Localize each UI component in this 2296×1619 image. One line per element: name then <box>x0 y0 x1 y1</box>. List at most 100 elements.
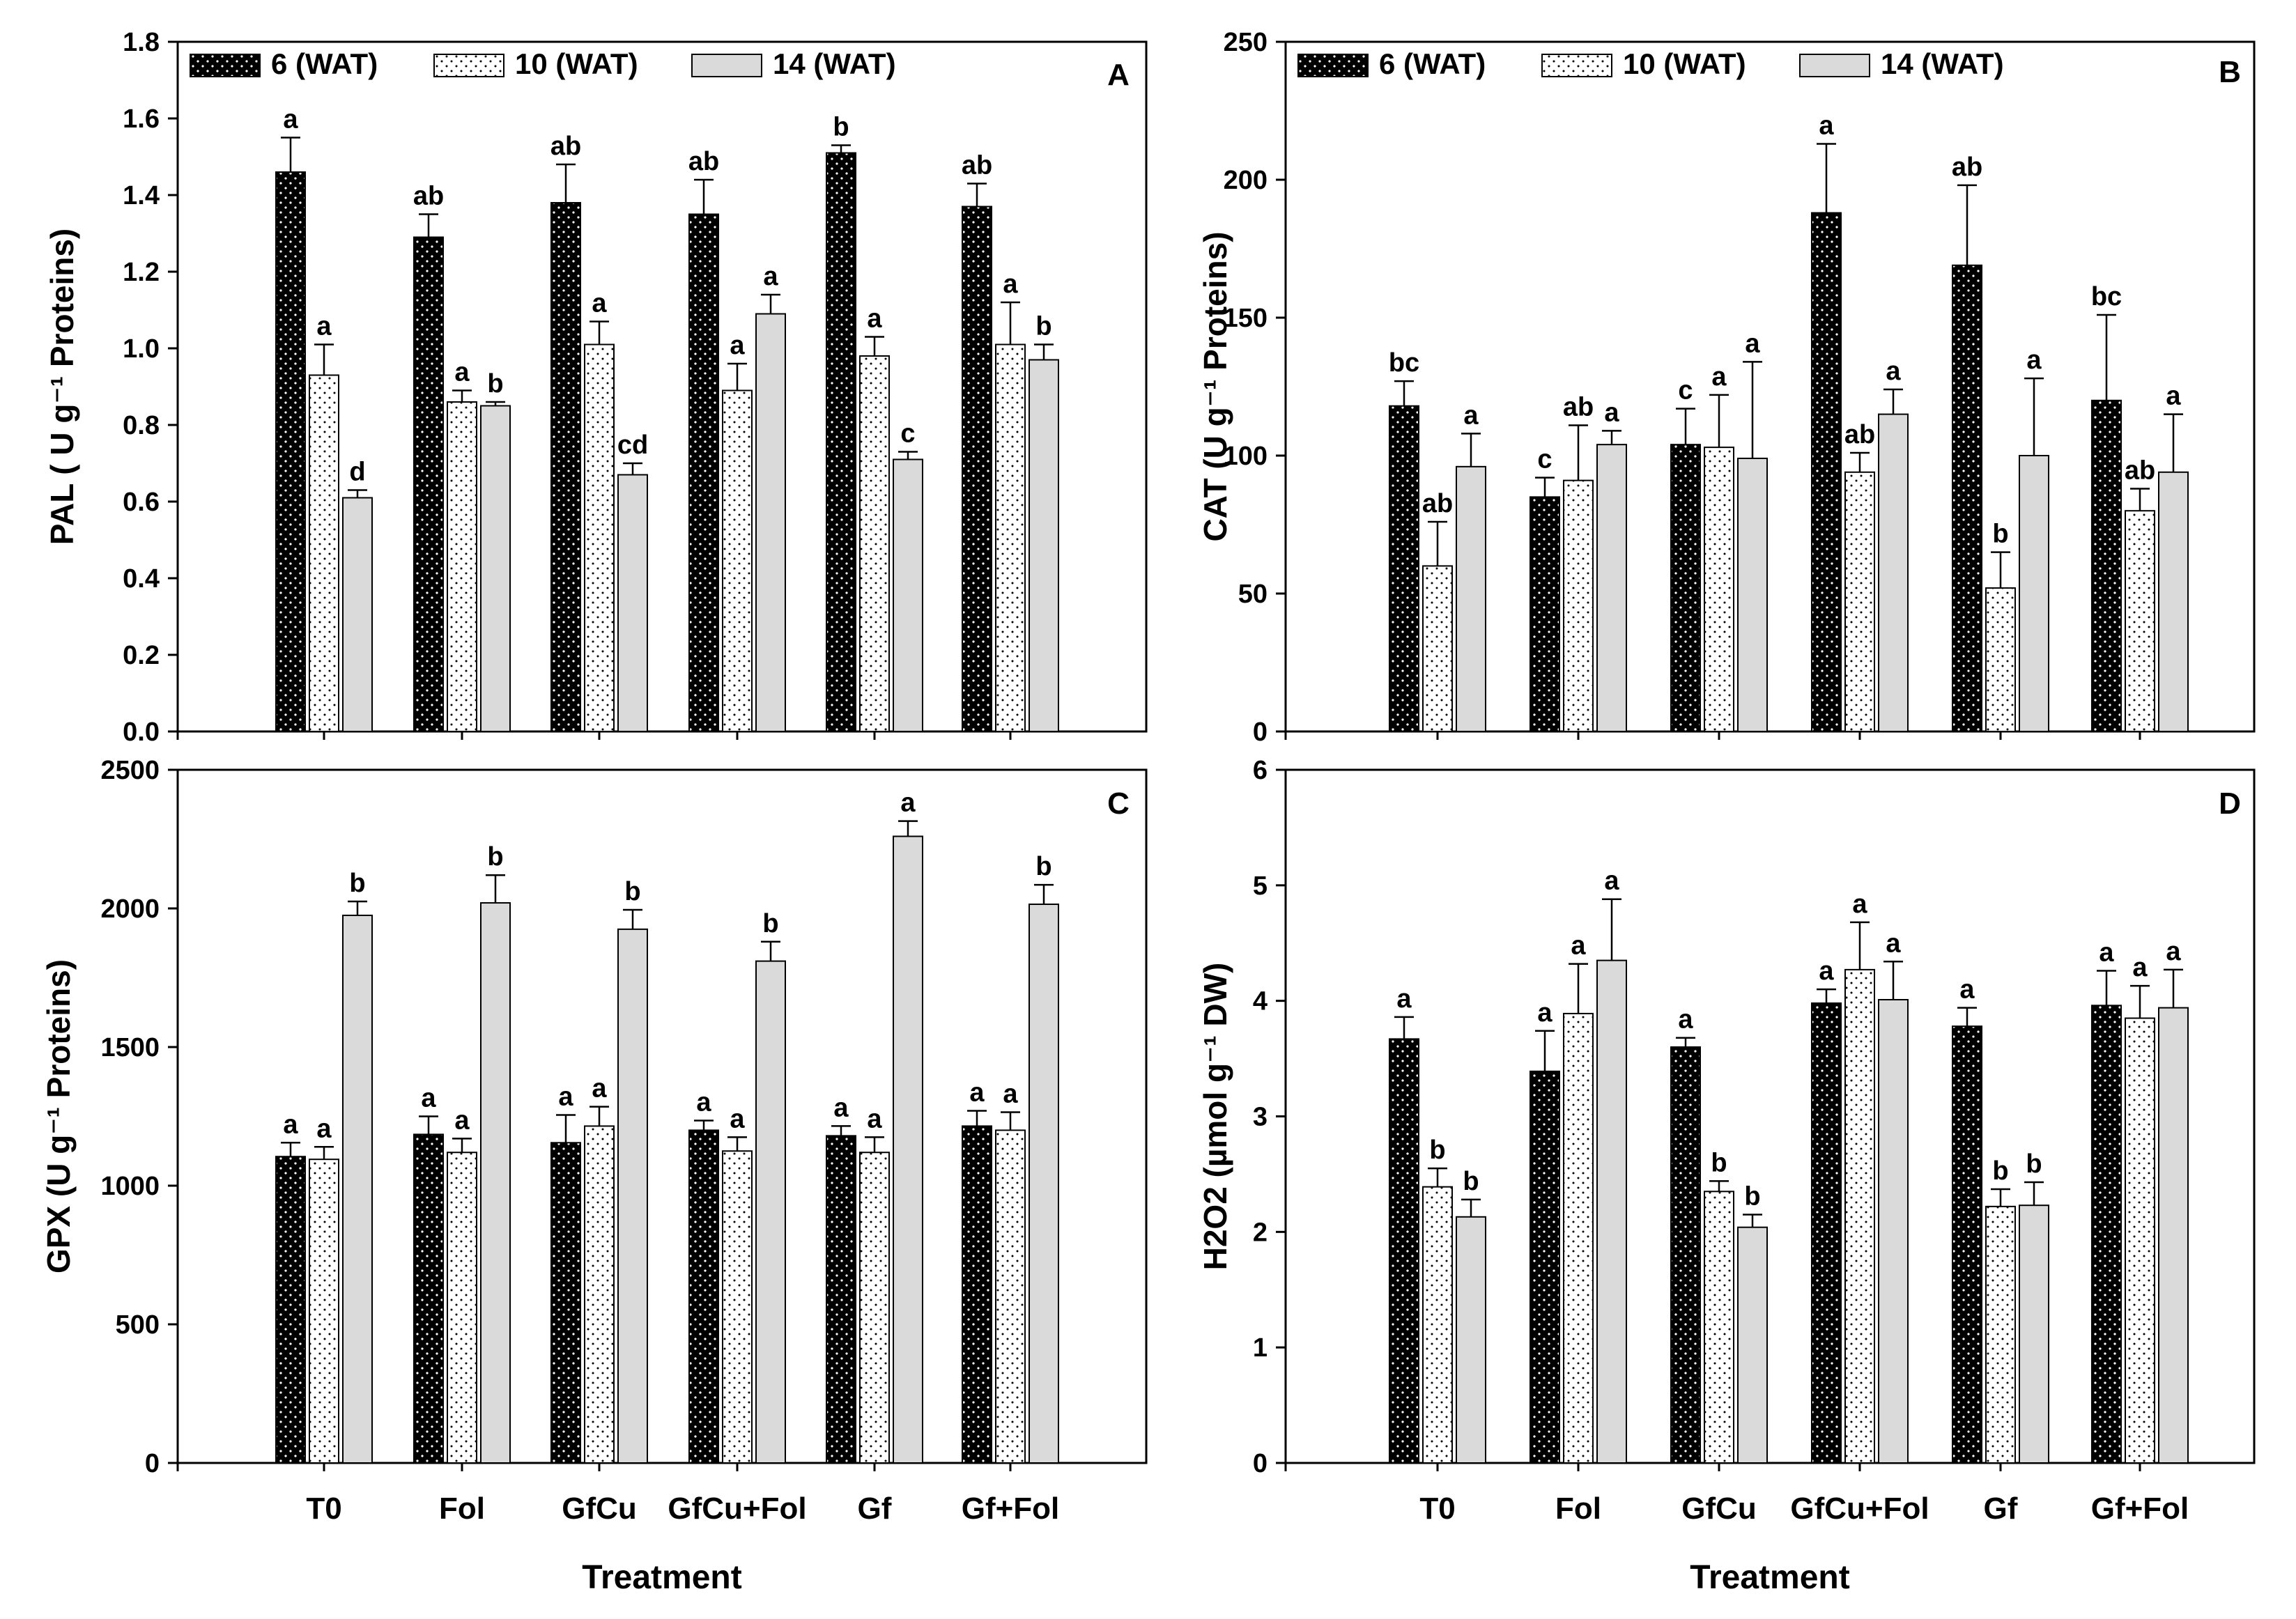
significance-letter: c <box>1537 445 1552 474</box>
bar <box>480 405 511 732</box>
y-tick-label: 100 <box>1224 442 1268 471</box>
bar <box>617 474 648 732</box>
significance-letter: b <box>1992 520 2008 549</box>
bar <box>2019 1204 2049 1464</box>
significance-letter: a <box>2026 346 2042 375</box>
x-tick-label: Gf+Fol <box>962 1492 1060 1526</box>
y-tick-label: 150 <box>1224 304 1268 333</box>
bar <box>275 1156 306 1464</box>
bar <box>1028 359 1059 732</box>
x-tick-label: Fol <box>1555 1492 1601 1526</box>
significance-letter: b <box>1992 1156 2008 1186</box>
bar <box>1844 968 1875 1464</box>
y-tick-label: 6 <box>1253 756 1268 785</box>
significance-letter: a <box>867 1104 882 1133</box>
significance-letter: b <box>833 113 849 142</box>
bar <box>342 914 373 1464</box>
significance-letter: ab <box>2125 456 2155 486</box>
bar <box>1704 1191 1734 1464</box>
significance-letter: a <box>1396 984 1412 1014</box>
bar <box>688 213 719 732</box>
significance-letter: a <box>1003 270 1018 299</box>
bar <box>1878 413 1909 732</box>
bar <box>413 236 444 732</box>
significance-letter: b <box>1035 852 1051 881</box>
bar <box>826 152 856 732</box>
y-tick-label: 0 <box>145 1449 160 1478</box>
significance-letter: a <box>2166 382 2181 411</box>
bar <box>1596 959 1627 1464</box>
x-tick-label: T0 <box>1419 1492 1455 1526</box>
bar <box>309 374 339 732</box>
bar <box>447 1152 477 1464</box>
bar <box>413 1133 444 1464</box>
significance-letter: a <box>1604 867 1619 896</box>
significance-letter: b <box>349 869 365 898</box>
legend-label: 10 (WAT) <box>515 47 638 80</box>
significance-letter: b <box>762 909 778 938</box>
significance-letter: ab <box>1422 489 1453 518</box>
bar <box>1530 496 1560 733</box>
x-tick-label: Gf <box>858 1492 892 1526</box>
significance-letter: b <box>624 877 640 906</box>
y-tick-label: 250 <box>1224 28 1268 57</box>
significance-letter: c <box>900 419 915 449</box>
legend: 6 (WAT) 10 (WAT) 14 (WAT) <box>190 47 896 80</box>
bar <box>893 458 923 732</box>
y-tick-label: 1.2 <box>123 258 160 287</box>
y-axis-label: H2O2 (µmol g⁻¹ DW) <box>1197 963 1233 1271</box>
y-tick-label: 1.6 <box>123 104 160 134</box>
bar <box>1985 1205 2016 1464</box>
legend-label: 10 (WAT) <box>1623 47 1746 80</box>
legend-label: 6 (WAT) <box>1379 47 1486 80</box>
y-axis-label: CAT (U g⁻¹ Proteins) <box>1197 231 1233 541</box>
bar <box>826 1135 856 1464</box>
significance-letter: a <box>1819 956 1834 986</box>
significance-letter: ab <box>550 132 581 161</box>
significance-letter: b <box>2026 1149 2042 1179</box>
bar <box>447 401 477 732</box>
significance-letter: a <box>316 312 332 341</box>
y-tick-label: 200 <box>1224 166 1268 195</box>
y-tick-label: 0.0 <box>123 718 160 747</box>
significance-letter: b <box>1035 312 1051 341</box>
significance-letter: ab <box>1563 392 1594 421</box>
bar <box>995 343 1026 732</box>
chart-panel-A: 0.0 0.2 0.4 0.6 0.8 1.0 1.2 1.4 1.6 1.8 PAL ( U g⁻… <box>44 28 1148 747</box>
bar <box>1737 457 1768 733</box>
bar <box>1952 1025 1982 1464</box>
bar <box>1530 1070 1560 1464</box>
bar <box>1456 465 1486 733</box>
significance-letter: a <box>558 1083 573 1112</box>
bar <box>342 497 373 732</box>
bar <box>859 355 890 732</box>
y-tick-label: 0 <box>1253 1449 1268 1478</box>
bar <box>755 313 786 732</box>
y-tick-label: 1.4 <box>123 181 160 210</box>
bar <box>1422 565 1453 733</box>
bar <box>550 1142 581 1464</box>
significance-letter: ab <box>1952 153 1982 182</box>
significance-letter: a <box>1678 1005 1693 1035</box>
x-tick-label: GfCu+Fol <box>1790 1492 1929 1526</box>
plot-frame <box>176 40 1148 733</box>
bar <box>309 1159 339 1464</box>
y-tick-label: 1.0 <box>123 334 160 364</box>
chart-panel-C: 0 500 1000 1500 2000 2500 GPX (U g⁻¹ Proteins)… <box>40 756 1148 1596</box>
bar <box>962 206 992 732</box>
bar <box>893 835 923 1464</box>
significance-letter: a <box>1604 398 1619 427</box>
bar <box>2125 510 2155 732</box>
panel-letter: A <box>1107 58 1130 92</box>
bar <box>2158 1007 2189 1464</box>
y-tick-label: 1500 <box>100 1033 160 1062</box>
bar <box>1596 444 1627 732</box>
significance-letter: a <box>730 1104 745 1133</box>
significance-letter: b <box>487 369 503 398</box>
plot-frame <box>176 768 1148 1464</box>
y-tick-label: 2500 <box>100 756 160 785</box>
significance-letter: d <box>349 458 365 487</box>
bar <box>1389 405 1419 732</box>
significance-letter: a <box>1463 401 1479 430</box>
